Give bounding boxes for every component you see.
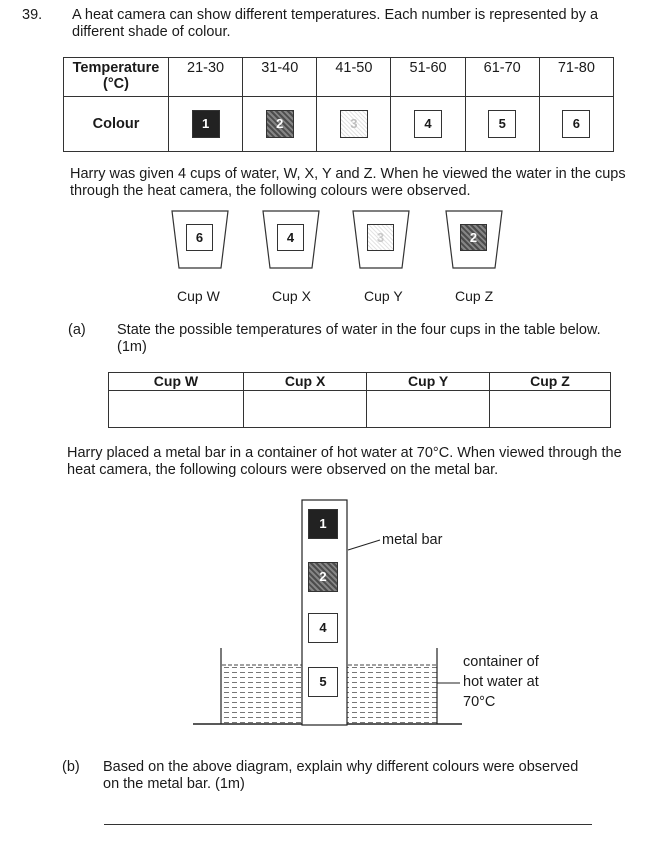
colour-cell: 1 bbox=[167, 96, 244, 152]
cups-intro: Harry was given 4 cups of water, W, X, Y… bbox=[70, 166, 626, 199]
container-label-line: 70°C bbox=[463, 694, 496, 710]
cup-y-answer-cell[interactable] bbox=[366, 390, 490, 428]
metal-bar-intro: Harry placed a metal bar in a container … bbox=[67, 445, 622, 478]
metal-bar-label: metal bar bbox=[382, 532, 443, 548]
colour-cell: 5 bbox=[464, 96, 540, 152]
cup-x-colour: 4 bbox=[277, 224, 304, 251]
cup-x-label: Cup X bbox=[272, 288, 311, 304]
part-b-text: Based on the above diagram, explain why … bbox=[103, 759, 579, 792]
container-label: container of hot water at 70°C bbox=[463, 652, 539, 712]
question-text: A heat camera can show different tempera… bbox=[72, 7, 599, 40]
bar-colour-1: 1 bbox=[308, 509, 338, 539]
colour-swatch-6: 6 bbox=[562, 110, 591, 138]
part-a-text: State the possible temperatures of water… bbox=[117, 322, 601, 355]
cup-w: 6 bbox=[171, 210, 229, 270]
part-b-letter: (b) bbox=[62, 759, 80, 775]
temperature-colour-table: Temperature (°C) 21-30 31-40 41-50 51-60… bbox=[63, 57, 615, 152]
cup-w-answer-cell[interactable] bbox=[108, 390, 244, 428]
cup-answer-table: Cup W Cup X Cup Y Cup Z bbox=[108, 372, 612, 428]
cup-x-answer-cell[interactable] bbox=[242, 390, 368, 428]
colour-swatch-3: 3 bbox=[339, 110, 368, 138]
cup-w-colour: 6 bbox=[186, 224, 213, 251]
colour-swatch-5: 5 bbox=[488, 110, 517, 138]
cup-y-colour: 3 bbox=[367, 224, 394, 251]
cup-w-label: Cup W bbox=[177, 288, 220, 304]
range-cell: 31-40 bbox=[242, 57, 318, 97]
bar-colour-5: 5 bbox=[308, 667, 338, 697]
colour-cell: 6 bbox=[538, 96, 615, 152]
range-cell: 71-80 bbox=[538, 57, 615, 97]
cup-z-colour: 2 bbox=[460, 224, 487, 251]
answer-line[interactable] bbox=[104, 824, 592, 825]
colour-swatch-1: 1 bbox=[191, 110, 220, 138]
bar-colour-2: 2 bbox=[308, 562, 338, 592]
colour-swatch-2: 2 bbox=[265, 110, 294, 138]
cup-x: 4 bbox=[262, 210, 320, 270]
part-a-letter: (a) bbox=[68, 322, 86, 338]
colour-cell: 3 bbox=[316, 96, 392, 152]
bar-colour-4: 4 bbox=[308, 613, 338, 643]
colour-cell: 4 bbox=[390, 96, 466, 152]
range-cell: 41-50 bbox=[316, 57, 392, 97]
cup-y: 3 bbox=[352, 210, 410, 270]
question-number: 39. bbox=[22, 7, 43, 23]
colour-header: Colour bbox=[63, 96, 169, 152]
temperature-header: Temperature (°C) bbox=[63, 57, 169, 97]
container-label-line: container of bbox=[463, 654, 539, 670]
colour-swatch-4: 4 bbox=[414, 110, 443, 138]
cup-y-label: Cup Y bbox=[364, 288, 403, 304]
cup-z-label: Cup Z bbox=[455, 288, 494, 304]
range-cell: 51-60 bbox=[390, 57, 466, 97]
cup-z-answer-cell[interactable] bbox=[488, 390, 612, 428]
cup-z: 2 bbox=[445, 210, 503, 270]
range-cell: 61-70 bbox=[464, 57, 540, 97]
container-label-line: hot water at bbox=[463, 674, 539, 690]
